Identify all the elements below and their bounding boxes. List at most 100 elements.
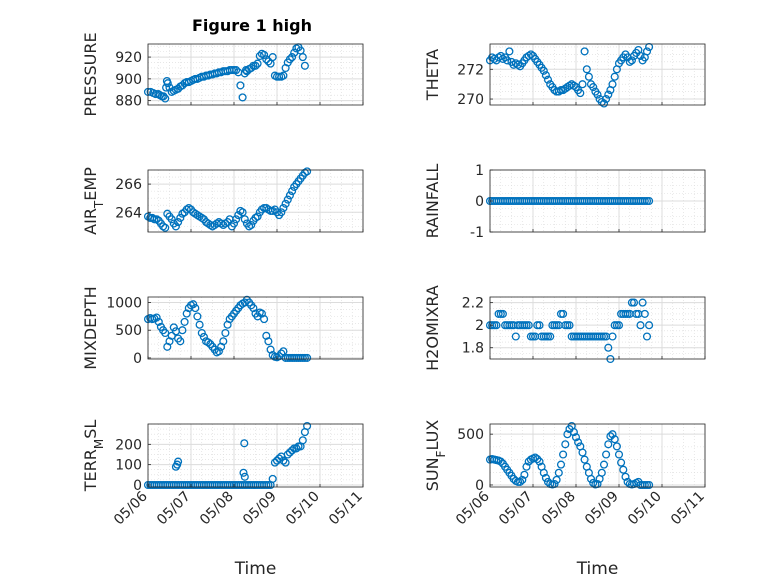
data-point bbox=[580, 455, 589, 464]
data-point bbox=[159, 222, 168, 231]
data-point bbox=[240, 439, 249, 448]
data-point bbox=[264, 337, 273, 346]
y-axis-label: THETA bbox=[423, 49, 442, 101]
axes-box bbox=[147, 43, 364, 106]
data-point bbox=[574, 438, 583, 447]
data-point bbox=[161, 328, 170, 338]
data-point bbox=[251, 61, 260, 70]
y-tick-label: 1 bbox=[475, 163, 484, 179]
data-point bbox=[303, 167, 312, 176]
data-point bbox=[298, 436, 307, 445]
y-axis-label: MIXDEPTH bbox=[81, 286, 100, 369]
x-tick-label: 05/11 bbox=[668, 489, 708, 529]
data-point bbox=[285, 191, 294, 200]
data-point bbox=[204, 338, 213, 347]
data-point bbox=[255, 51, 264, 61]
data-point bbox=[580, 47, 589, 56]
data-point bbox=[554, 87, 563, 96]
data-point bbox=[524, 51, 533, 60]
data-point bbox=[154, 317, 163, 326]
data-point bbox=[597, 468, 606, 477]
x-tick-label: 05/08 bbox=[539, 489, 579, 529]
data-point bbox=[604, 343, 613, 352]
data-point bbox=[277, 208, 286, 217]
data-point bbox=[163, 79, 172, 88]
y-axis-label: H2OMIXRA bbox=[423, 285, 442, 371]
y-tick-label: 100 bbox=[115, 458, 142, 474]
data-point bbox=[636, 321, 645, 330]
data-point bbox=[608, 332, 617, 341]
data-point bbox=[288, 187, 297, 196]
y-tick-label: 0 bbox=[475, 194, 484, 210]
data-point bbox=[285, 55, 294, 64]
data-point bbox=[535, 321, 544, 330]
data-point bbox=[232, 215, 241, 224]
data-point bbox=[608, 80, 617, 89]
x-tick-label: 05/09 bbox=[582, 489, 622, 529]
data-point bbox=[498, 309, 507, 318]
data-point bbox=[610, 72, 619, 81]
y-tick-label: 270 bbox=[457, 92, 484, 108]
axes-box bbox=[489, 296, 706, 360]
data-point bbox=[571, 433, 581, 442]
data-point bbox=[221, 328, 230, 338]
plot-area bbox=[148, 424, 363, 487]
data-point bbox=[180, 317, 189, 326]
data-point bbox=[159, 92, 168, 101]
data-point bbox=[612, 442, 621, 451]
y-tick-label: 1000 bbox=[106, 296, 142, 312]
figure-title: Figure 1 high bbox=[192, 16, 312, 35]
subplot-air-temp: 264 266 AIRTEMP bbox=[81, 167, 364, 235]
x-tick-label: 05/08 bbox=[197, 489, 237, 529]
data-point bbox=[171, 222, 180, 231]
data-point bbox=[578, 448, 587, 457]
data-point bbox=[298, 53, 307, 62]
data-point bbox=[561, 440, 570, 449]
data-point bbox=[279, 203, 288, 213]
data-point bbox=[576, 89, 585, 98]
y-tick-label: 900 bbox=[115, 72, 142, 88]
data-point bbox=[268, 474, 277, 483]
y-tick-label: 2 bbox=[475, 318, 484, 334]
data-point bbox=[285, 448, 294, 457]
data-point bbox=[539, 66, 548, 75]
data-point bbox=[565, 321, 574, 330]
data-point bbox=[245, 222, 254, 231]
data-point bbox=[303, 421, 312, 431]
data-point bbox=[238, 93, 247, 102]
data-point bbox=[253, 59, 262, 68]
data-point bbox=[498, 54, 507, 63]
data-point bbox=[152, 313, 161, 322]
data-point bbox=[197, 328, 206, 338]
data-point bbox=[640, 309, 649, 318]
y-axis-label: SUNFLUX bbox=[423, 420, 448, 492]
data-point bbox=[281, 199, 290, 208]
data-point bbox=[173, 460, 182, 469]
data-point bbox=[182, 205, 191, 214]
x-tick-label: 05/10 bbox=[625, 489, 665, 529]
data-point bbox=[270, 458, 279, 467]
y-tick-label: 200 bbox=[115, 437, 142, 453]
data-point bbox=[569, 81, 578, 90]
data-point bbox=[288, 53, 297, 62]
data-point bbox=[176, 213, 185, 222]
data-point bbox=[578, 80, 587, 89]
data-point bbox=[288, 446, 297, 455]
data-point bbox=[253, 212, 262, 221]
data-point bbox=[554, 468, 563, 477]
data-point bbox=[642, 47, 652, 56]
data-point bbox=[645, 196, 654, 206]
data-point bbox=[251, 213, 260, 222]
data-point bbox=[593, 90, 602, 99]
y-tick-label: -1 bbox=[470, 225, 484, 241]
y-tick-label: 2.2 bbox=[462, 296, 484, 312]
data-point bbox=[178, 326, 187, 335]
axes-box bbox=[147, 423, 364, 488]
data-point bbox=[195, 320, 204, 329]
x-tick-label: 05/11 bbox=[326, 489, 366, 529]
data-point bbox=[503, 56, 512, 65]
data-point bbox=[582, 65, 591, 74]
x-tick-label: 05/07 bbox=[154, 489, 194, 529]
data-point bbox=[638, 298, 647, 307]
